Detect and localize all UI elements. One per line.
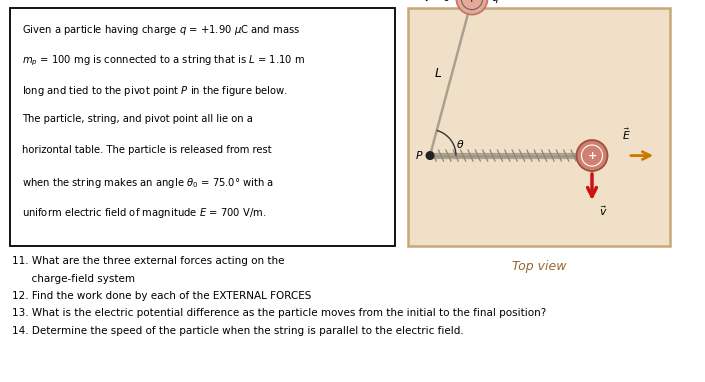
Text: charge-field system: charge-field system bbox=[12, 274, 135, 283]
Text: $P$: $P$ bbox=[415, 149, 424, 160]
Text: Top view: Top view bbox=[512, 260, 566, 273]
Text: 14. Determine the speed of the particle when the string is parallel to the elect: 14. Determine the speed of the particle … bbox=[12, 326, 464, 336]
Text: $m_p$ = 100 mg is connected to a string that is $L$ = 1.10 m: $m_p$ = 100 mg is connected to a string … bbox=[22, 53, 305, 68]
Text: +: + bbox=[467, 0, 477, 4]
Text: horizontal table. The particle is released from rest: horizontal table. The particle is releas… bbox=[22, 145, 271, 155]
Text: uniform electric field of magnitude $E$ = 700 V/m.: uniform electric field of magnitude $E$ … bbox=[22, 206, 266, 220]
Text: long and tied to the pivot point $P$ in the figure below.: long and tied to the pivot point $P$ in … bbox=[22, 84, 288, 98]
Text: $q$: $q$ bbox=[491, 0, 500, 5]
Text: The particle, string, and pivot point all lie on a: The particle, string, and pivot point al… bbox=[22, 115, 253, 125]
Text: +: + bbox=[587, 151, 596, 160]
Text: 12. Find the work done by each of the EXTERNAL FORCES: 12. Find the work done by each of the EX… bbox=[12, 291, 312, 301]
Bar bbox=[10, 8, 395, 246]
Text: $\vec{v}$: $\vec{v}$ bbox=[599, 204, 608, 218]
Circle shape bbox=[577, 140, 608, 171]
Circle shape bbox=[456, 0, 487, 15]
Text: when the string makes an angle $\theta_0$ = 75.0° with a: when the string makes an angle $\theta_0… bbox=[22, 175, 274, 189]
Text: $\theta$: $\theta$ bbox=[455, 138, 464, 150]
Text: $L$: $L$ bbox=[434, 67, 442, 80]
Text: $\vec{E}$: $\vec{E}$ bbox=[622, 126, 630, 142]
Text: $v=0$: $v=0$ bbox=[424, 0, 451, 3]
Circle shape bbox=[427, 152, 434, 159]
Text: Given a particle having charge $q$ = +1.90 $\mu$C and mass: Given a particle having charge $q$ = +1.… bbox=[22, 23, 300, 37]
Text: 13. What is the electric potential difference as the particle moves from the ini: 13. What is the electric potential diffe… bbox=[12, 309, 546, 319]
Bar bbox=[408, 8, 670, 246]
Text: 11. What are the three external forces acting on the: 11. What are the three external forces a… bbox=[12, 256, 285, 266]
